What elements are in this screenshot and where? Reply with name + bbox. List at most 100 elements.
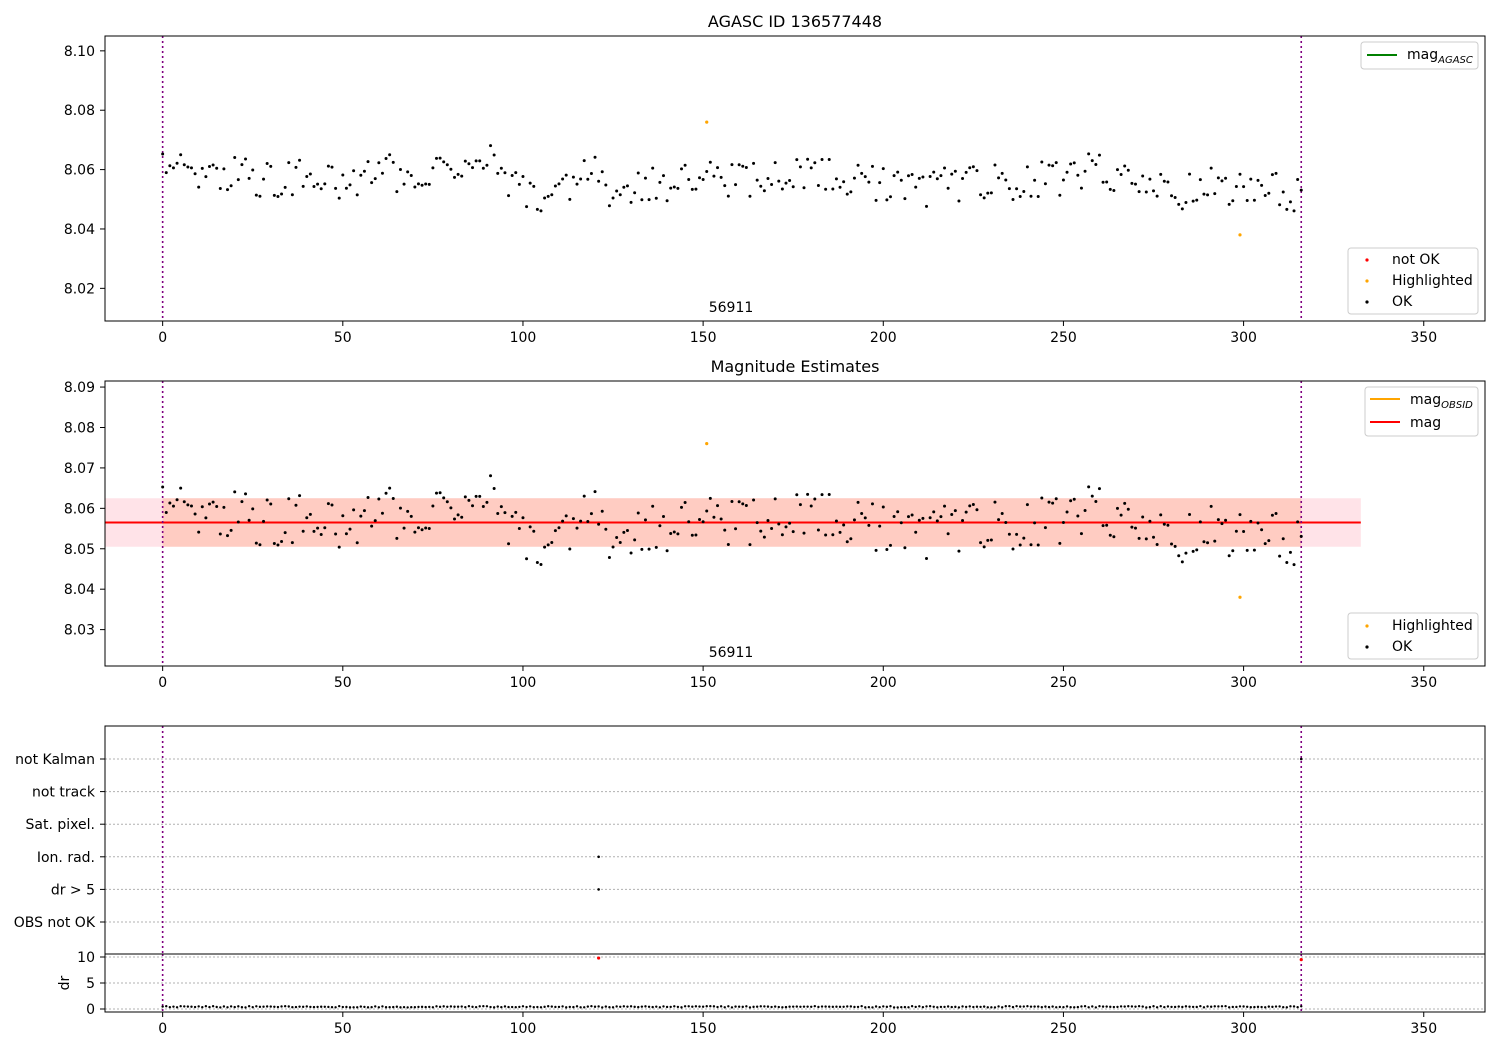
dr-point: [496, 1005, 499, 1008]
magnitude-ok-point: [766, 518, 770, 522]
dr-point: [1242, 1005, 1245, 1008]
dr-y-tick-label: 0: [86, 1002, 95, 1018]
dr-point: [287, 1005, 290, 1008]
magnitude-ok-point: [391, 497, 395, 501]
magnitude-ok-point: [362, 509, 366, 513]
dr-point: [669, 1005, 672, 1009]
dr-point: [770, 1005, 773, 1009]
agasc-ok-point: [334, 186, 338, 190]
magnitude-ok-point: [986, 538, 990, 542]
magnitude-ok-point: [755, 521, 759, 525]
magnitude-ok-point: [1249, 519, 1253, 523]
dr-point: [323, 1005, 326, 1008]
dr-point: [1152, 1005, 1155, 1008]
agasc-ok-point: [348, 183, 352, 187]
legend-highlighted-marker: [1365, 279, 1369, 283]
agasc-ok-point: [204, 175, 208, 179]
flag-point: [1299, 757, 1303, 761]
dr-point: [788, 1005, 791, 1008]
agasc-ok-point: [532, 184, 536, 188]
dr-point: [1209, 1005, 1213, 1008]
dr-point: [208, 1005, 211, 1009]
magnitude-ok-point: [1256, 521, 1260, 525]
agasc-ok-point: [928, 175, 932, 179]
agasc-ok-point: [463, 159, 467, 163]
magnitude-ok-point: [607, 556, 611, 560]
magnitude-ok-point: [734, 527, 738, 531]
dr-point: [831, 1005, 835, 1009]
dr-point: [1098, 1005, 1101, 1008]
magnitude-ok-point: [1173, 544, 1177, 548]
flag-label: dr > 5: [51, 882, 95, 898]
magnitude-ok-point: [413, 530, 417, 534]
magnitude-ok-point: [251, 507, 255, 511]
magnitude-ok-point: [1292, 563, 1296, 567]
agasc-ok-point: [946, 186, 950, 190]
magnitude-ok-point: [1216, 518, 1220, 522]
agasc-ok-point: [744, 166, 748, 170]
magnitude-ok-point: [906, 515, 910, 519]
dr-point: [543, 1005, 546, 1009]
agasc-ok-point: [726, 194, 730, 198]
agasc-ok-point: [1209, 166, 1213, 170]
magnitude-x-tick-label: 300: [1230, 675, 1257, 691]
agasc-ok-point: [820, 157, 824, 161]
magnitude-ok-point: [701, 520, 705, 524]
agasc-ok-point: [449, 167, 453, 171]
agasc-ok-point: [218, 186, 222, 190]
agasc-ok-point: [481, 166, 485, 170]
agasc-ok-point: [824, 187, 828, 191]
magnitude-ok-point: [1202, 540, 1206, 544]
magnitude-ok-point: [449, 506, 453, 510]
dr-point: [428, 1005, 431, 1009]
dr-point: [1170, 1005, 1173, 1009]
agasc-ok-point: [1252, 198, 1256, 202]
agasc-ok-point: [251, 168, 255, 172]
magnitude-ok-point: [535, 561, 539, 565]
agasc-ok-point: [788, 179, 792, 183]
agasc-ok-point: [986, 191, 990, 195]
dr-point: [161, 1005, 164, 1008]
dr-point: [615, 1005, 618, 1008]
magnitude-ok-point: [543, 545, 547, 549]
dr-point: [183, 1005, 186, 1008]
dr-point: [1256, 1005, 1260, 1009]
agasc-ok-point: [651, 166, 655, 170]
magnitude-ok-point: [290, 541, 294, 545]
agasc-ok-point: [471, 166, 475, 170]
dr-point: [215, 1005, 218, 1009]
dr-point: [622, 1005, 626, 1008]
dr-point: [1123, 1005, 1126, 1008]
dr-point: [229, 1005, 233, 1008]
magnitude-ok-point: [651, 504, 655, 508]
agasc-ok-point: [1007, 187, 1011, 191]
magnitude-ok-point: [298, 494, 302, 498]
agasc-ok-point: [1108, 187, 1112, 191]
agasc-ok-point: [561, 177, 565, 181]
magnitude-x-tick-label: 250: [1050, 675, 1077, 691]
magnitude-ok-point: [737, 500, 741, 504]
agasc-ok-point: [200, 166, 204, 170]
agasc-ok-point: [316, 182, 320, 186]
dr-point: [413, 1006, 417, 1009]
dr-point: [982, 1005, 986, 1008]
magnitude-ok-point: [878, 524, 882, 528]
dr-point: [1166, 1005, 1170, 1008]
agasc-ok-point: [1198, 178, 1202, 182]
dr-point: [759, 1005, 762, 1008]
magnitude-ok-point: [503, 511, 507, 515]
agasc-ok-point: [161, 152, 165, 156]
dr-point: [1188, 1005, 1191, 1008]
magnitude-ok-point: [330, 503, 334, 507]
magnitude-ok-point: [1299, 534, 1303, 538]
dr-point: [810, 1005, 813, 1008]
agasc-ok-point: [1101, 180, 1105, 184]
dr-point: [766, 1005, 770, 1008]
agasc-ok-point: [568, 197, 572, 201]
magnitude-ok-point: [244, 492, 248, 496]
dr-point: [1155, 1006, 1159, 1009]
agasc-ok-point: [870, 164, 874, 168]
agasc-ok-point: [997, 176, 1001, 180]
dr-point: [424, 1005, 427, 1009]
agasc-ok-point: [1043, 182, 1047, 186]
